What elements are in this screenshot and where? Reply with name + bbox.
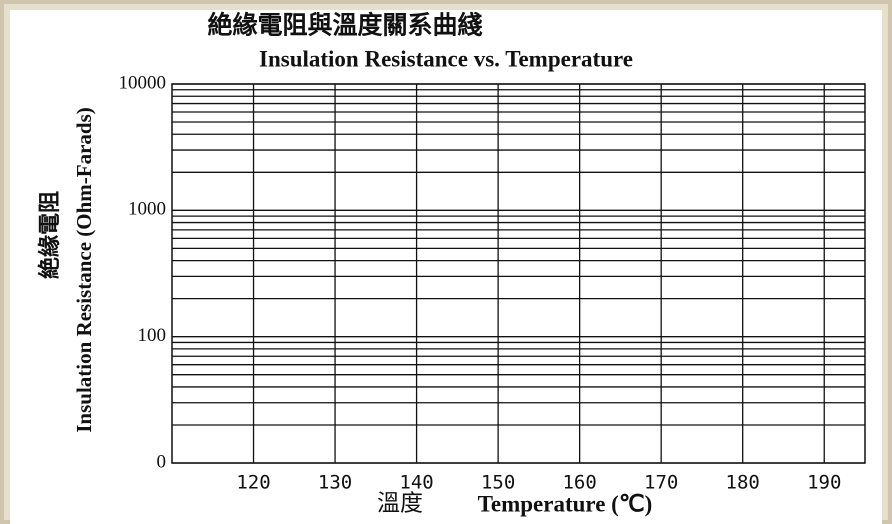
x-tick-label: 180 (726, 472, 760, 494)
x-tick-label: 150 (481, 472, 515, 494)
x-tick-label: 130 (318, 472, 352, 494)
y-axis-label: 絶緣電阻 (37, 191, 62, 279)
x-tick-label: 190 (807, 472, 841, 494)
chart-title: 絶緣電阻與溫度關系曲綫 (207, 11, 482, 40)
y-tick-label: 0 (157, 451, 167, 472)
x-axis-label-en: Temperature (℃) (478, 491, 653, 516)
x-tick-label: 160 (562, 472, 596, 494)
y-tick-label: 10000 (119, 72, 167, 93)
x-axis-label: 溫度 (377, 490, 423, 515)
y-tick-label: 100 (138, 325, 167, 346)
x-tick-label: 120 (236, 472, 270, 494)
x-tick-label: 140 (399, 472, 433, 494)
chart-subtitle: Insulation Resistance vs. Temperature (259, 46, 633, 71)
y-axis-label-en: Insulation Resistance (Ohm-Farads) (72, 107, 96, 433)
x-tick-label: 170 (644, 472, 678, 494)
y-tick-label: 1000 (128, 199, 166, 220)
